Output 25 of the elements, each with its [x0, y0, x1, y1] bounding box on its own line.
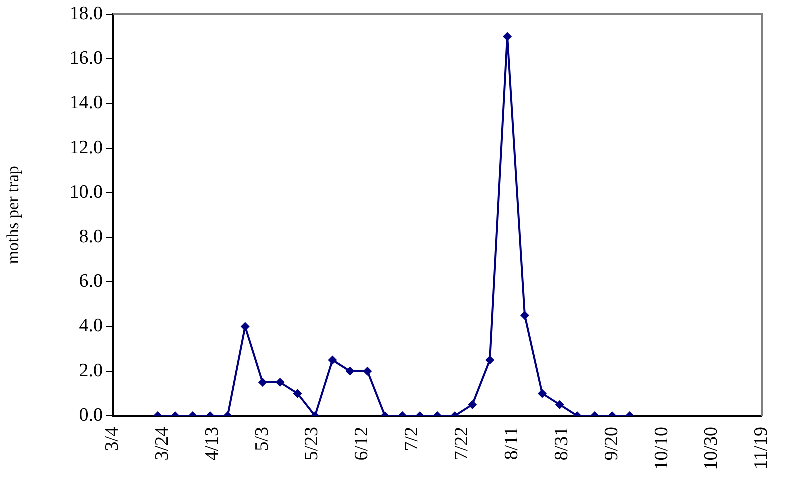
x-tick-label: 4/13 — [202, 427, 223, 461]
y-tick-label: 4.0 — [79, 316, 103, 337]
x-tick-label: 11/19 — [751, 427, 772, 470]
y-tick-label: 10.0 — [70, 182, 103, 203]
x-tick-label: 9/20 — [601, 427, 622, 461]
y-tick-label: 16.0 — [70, 48, 103, 70]
x-tick-label: 8/31 — [551, 427, 572, 461]
x-tick-label: 6/12 — [352, 427, 373, 461]
x-tick-label: 7/2 — [402, 427, 423, 452]
y-tick-label: 18.0 — [70, 3, 103, 24]
x-tick-label: 3/4 — [102, 426, 123, 452]
x-tick-label: 10/10 — [651, 427, 672, 470]
y-tick-label: 0.0 — [79, 404, 103, 426]
y-tick-label: 12.0 — [70, 137, 103, 158]
x-tick-label: 8/11 — [501, 427, 522, 460]
y-tick-label: 14.0 — [70, 92, 103, 114]
x-tick-label: 5/3 — [252, 427, 273, 452]
y-axis-title: moths per trap — [4, 166, 23, 264]
x-tick-label: 5/23 — [302, 427, 323, 461]
x-tick-label: 7/22 — [452, 427, 473, 461]
x-tick-label: 3/24 — [152, 426, 173, 461]
y-tick-label: 8.0 — [79, 226, 103, 248]
y-tick-label: 6.0 — [79, 271, 103, 292]
x-tick-label: 10/30 — [701, 427, 722, 470]
y-tick-label: 2.0 — [79, 360, 103, 382]
